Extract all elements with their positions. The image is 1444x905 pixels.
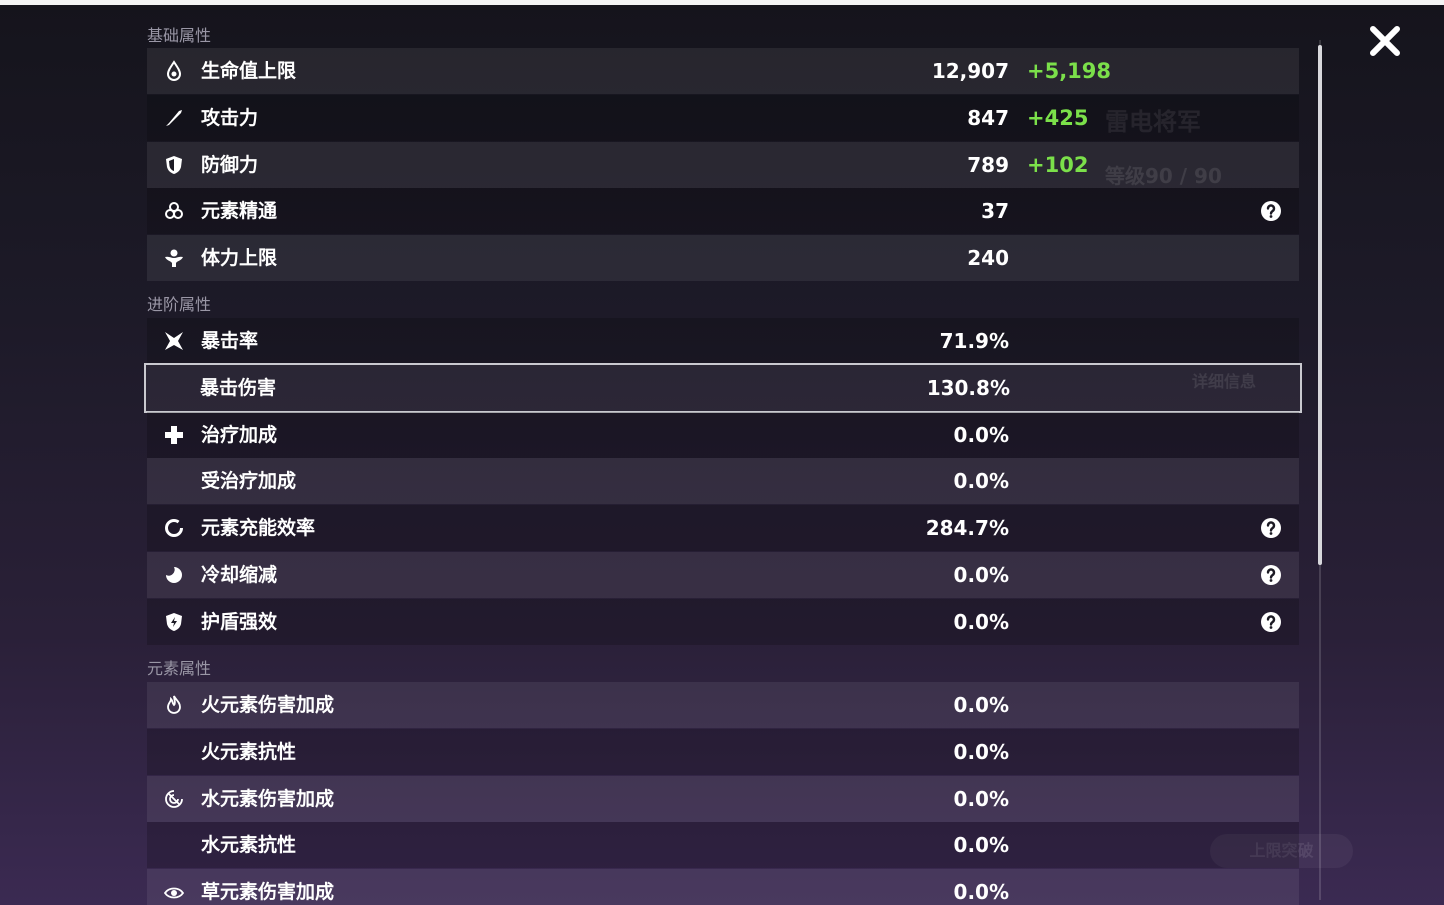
stat-row: 火元素抗性 0.0% — [147, 728, 1299, 775]
stat-value: 37 — [981, 199, 1009, 224]
stat-icon — [166, 155, 182, 174]
section-title: 基础属性 — [147, 26, 212, 45]
stat-value: 0.0% — [953, 609, 1009, 634]
stat-label: 火元素伤害加成 — [201, 694, 335, 716]
stat-row: 护盾强效 0.0% — [147, 598, 1299, 645]
stat-row: 受治疗加成 0.0% — [147, 458, 1299, 505]
ascend-button: 上限突破 — [1210, 834, 1353, 868]
stat-row: 暴击伤害 130.8% — [144, 362, 1302, 413]
stat-bonus: +5,198 — [1027, 59, 1112, 83]
stat-value: 847 — [967, 105, 1009, 130]
stat-label: 火元素抗性 — [201, 740, 297, 763]
stat-value: 0.0% — [953, 563, 1009, 587]
stat-row: 元素精通 37 — [147, 188, 1299, 235]
help-icon[interactable] — [1261, 201, 1281, 222]
stat-icon — [163, 887, 185, 899]
stat-row: 暴击率 71.9% — [147, 318, 1299, 364]
stat-value: 130.8% — [926, 375, 1010, 400]
stat-icon — [166, 612, 182, 631]
stat-icon — [165, 249, 183, 268]
stat-value: 0.0% — [953, 693, 1009, 717]
stat-icon — [165, 332, 183, 350]
stat-label: 护盾强效 — [201, 610, 278, 633]
stat-label: 暴击伤害 — [200, 376, 277, 399]
stat-icon — [165, 425, 183, 444]
scroll-thumb[interactable] — [1318, 45, 1322, 565]
stat-row: 治疗加成 0.0% — [147, 411, 1299, 458]
stat-label: 元素精通 — [201, 200, 278, 223]
stat-icon — [166, 567, 182, 583]
stat-value: 240 — [967, 246, 1009, 271]
stat-label: 元素充能效率 — [201, 517, 316, 540]
top-bar — [0, 0, 1444, 5]
stat-label: 攻击力 — [201, 106, 259, 129]
stat-icon — [167, 695, 181, 714]
stat-label: 体力上限 — [201, 247, 278, 270]
section-title: 进阶属性 — [147, 295, 212, 314]
stat-label: 水元素伤害加成 — [201, 787, 335, 810]
stat-bonus: +425 — [1027, 105, 1089, 130]
stat-icon — [165, 789, 183, 808]
stat-row: 草元素伤害加成 0.0% — [147, 869, 1299, 905]
stat-row: 体力上限 240 — [147, 235, 1299, 282]
stat-row: 水元素抗性 0.0% — [147, 822, 1299, 869]
character-name: 雷电将军 — [1105, 108, 1201, 136]
stat-value: 0.0% — [953, 786, 1009, 811]
stat-value: 789 — [967, 152, 1009, 177]
stat-icon — [163, 470, 185, 492]
help-icon[interactable] — [1261, 518, 1281, 539]
stat-icon — [166, 60, 182, 81]
stat-row: 元素充能效率 284.7% — [147, 505, 1299, 552]
stat-row: 冷却缩减 0.0% — [147, 552, 1299, 598]
help-icon[interactable] — [1261, 611, 1281, 632]
stat-value: 0.0% — [953, 469, 1009, 494]
stat-row: 生命值上限 12,907 +5,198 — [147, 48, 1299, 94]
stat-label: 生命值上限 — [201, 60, 297, 82]
help-icon[interactable] — [1261, 565, 1281, 585]
stat-label: 治疗加成 — [201, 423, 278, 446]
stat-icon — [162, 377, 184, 399]
stat-value: 0.0% — [953, 739, 1009, 764]
stat-label: 受治疗加成 — [201, 470, 297, 493]
section-title: 元素属性 — [147, 659, 212, 678]
stat-bonus: +102 — [1027, 152, 1089, 177]
stat-icon — [165, 519, 183, 538]
stat-row: 攻击力 847 +425 — [147, 94, 1299, 141]
stat-label: 水元素抗性 — [201, 834, 297, 857]
stat-label: 草元素伤害加成 — [201, 881, 335, 904]
stat-label: 暴击率 — [201, 330, 259, 352]
stat-row: 水元素伤害加成 0.0% — [147, 775, 1299, 822]
close-button[interactable] — [1368, 24, 1402, 58]
character-level: 等级90 / 90 — [1105, 164, 1222, 188]
stat-value: 284.7% — [925, 516, 1009, 541]
stat-icon — [165, 202, 183, 220]
stat-icon — [163, 741, 185, 763]
stat-value: 0.0% — [953, 833, 1009, 858]
stat-value: 0.0% — [953, 422, 1009, 447]
stat-row: 火元素伤害加成 0.0% — [147, 682, 1299, 728]
stat-value: 71.9% — [939, 329, 1009, 353]
stat-label: 冷却缩减 — [201, 564, 278, 586]
details-button: 详细信息 — [1192, 372, 1257, 391]
stat-icon — [166, 109, 182, 126]
stat-icon — [163, 834, 185, 856]
stat-value: 12,907 — [931, 59, 1009, 83]
stat-row: 防御力 789 +102 — [147, 141, 1299, 188]
stat-value: 0.0% — [953, 880, 1009, 905]
stat-label: 防御力 — [201, 153, 259, 176]
